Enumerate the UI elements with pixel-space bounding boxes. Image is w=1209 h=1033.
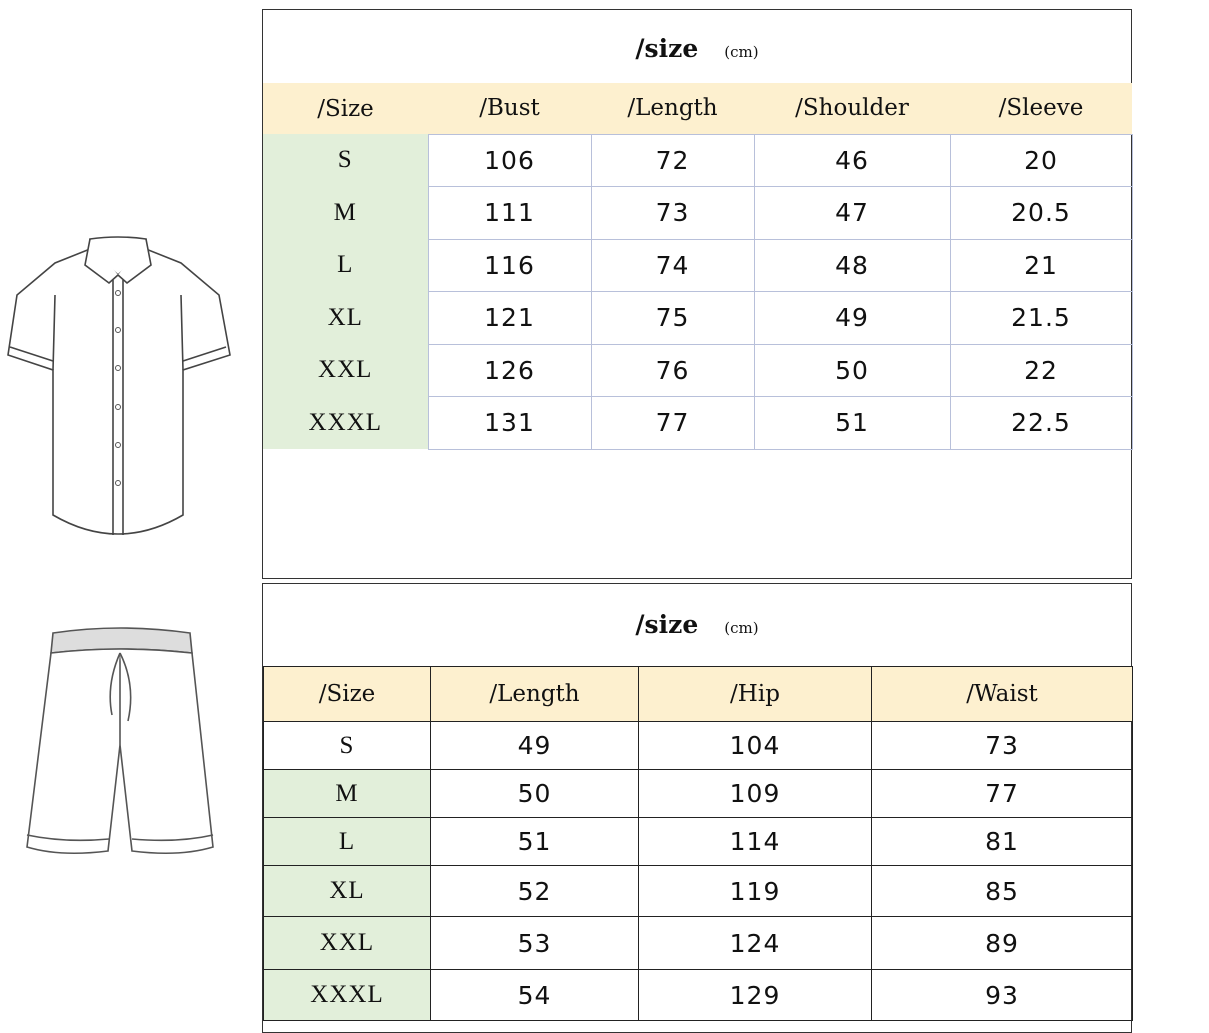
value-cell: 50 (753, 343, 951, 397)
value-cell: 75 (590, 291, 755, 345)
shorts-chart-title: /size (cm) (263, 610, 1131, 639)
value-cell: 52 (430, 865, 639, 917)
value-cell: 129 (638, 969, 872, 1021)
table-row: S 106 72 46 20 (263, 133, 1133, 187)
table-row: S 49 104 73 (263, 721, 1133, 770)
value-cell: 46 (753, 133, 951, 187)
table-row: M 111 73 47 20.5 (263, 186, 1133, 240)
table-row: XXL 53 124 89 (263, 916, 1133, 970)
size-cell: XL (263, 291, 428, 344)
column-header: /Size (263, 666, 431, 722)
value-cell: 85 (871, 865, 1133, 917)
size-cell: S (263, 721, 431, 770)
size-cell: S (263, 134, 428, 187)
value-cell: 74 (590, 238, 755, 292)
value-cell: 77 (590, 396, 755, 450)
value-cell: 76 (590, 343, 755, 397)
table-row: XXXL 131 77 51 22.5 (263, 396, 1133, 450)
column-header: /Waist (871, 666, 1133, 722)
column-header: /Length (591, 83, 754, 134)
shorts-size-table: /Size/Length/Hip/Waist S 49 104 73 M 50 109 77 L… (263, 666, 1133, 1021)
table-row: XXL 126 76 50 22 (263, 343, 1133, 397)
table-row: M 50 109 77 (263, 769, 1133, 818)
value-cell: 121 (427, 291, 592, 345)
size-cell: XL (263, 865, 431, 917)
column-header: /Size (263, 83, 428, 134)
header-row: /Size/Bust/Length/Shoulder/Sleeve (263, 83, 1132, 134)
table-row: XXXL 54 129 93 (263, 969, 1133, 1021)
value-cell: 81 (871, 817, 1133, 866)
column-header: /Hip (638, 666, 872, 722)
size-cell: L (263, 239, 428, 292)
size-cell: XXXL (263, 396, 428, 449)
value-cell: 111 (427, 186, 592, 240)
column-header: /Shoulder (754, 83, 950, 134)
value-cell: 20.5 (949, 186, 1133, 240)
value-cell: 89 (871, 916, 1133, 970)
value-cell: 53 (430, 916, 639, 970)
value-cell: 20 (949, 133, 1133, 187)
table-row: L 51 114 81 (263, 817, 1133, 866)
shorts-size-chart: /size (cm) /Size/Length/Hip/Waist S 49 104 7… (262, 583, 1133, 1033)
value-cell: 51 (430, 817, 639, 866)
value-cell: 73 (590, 186, 755, 240)
value-cell: 48 (753, 238, 951, 292)
value-cell: 119 (638, 865, 872, 917)
value-cell: 124 (638, 916, 872, 970)
value-cell: 22 (949, 343, 1133, 397)
size-cell: M (263, 769, 431, 818)
shirt-chart-title: /size (cm) (263, 34, 1131, 63)
value-cell: 49 (430, 721, 639, 770)
value-cell: 114 (638, 817, 872, 866)
value-cell: 73 (871, 721, 1133, 770)
value-cell: 22.5 (949, 396, 1133, 450)
value-cell: 54 (430, 969, 639, 1021)
shorts-illustration (26, 627, 214, 855)
title-text: /size (635, 34, 699, 63)
table-row: XL 52 119 85 (263, 865, 1133, 917)
column-header: /Sleeve (950, 83, 1132, 134)
value-cell: 109 (638, 769, 872, 818)
size-cell: M (263, 186, 428, 239)
size-cell: XXL (263, 916, 431, 970)
size-cell: XXXL (263, 969, 431, 1021)
value-cell: 106 (427, 133, 592, 187)
size-cell: L (263, 817, 431, 866)
value-cell: 116 (427, 238, 592, 292)
size-cell: XXL (263, 344, 428, 397)
table-row: XL 121 75 49 21.5 (263, 291, 1133, 345)
shirt-illustration (7, 236, 231, 535)
title-text: /size (635, 610, 699, 639)
column-header: /Bust (428, 83, 591, 134)
value-cell: 50 (430, 769, 639, 818)
header-row: /Size/Length/Hip/Waist (263, 666, 1133, 722)
value-cell: 21.5 (949, 291, 1133, 345)
value-cell: 49 (753, 291, 951, 345)
column-header: /Length (430, 666, 639, 722)
shirt-size-chart: /size (cm) /Size/Bust/Length/Shoulder/Sle… (262, 9, 1133, 579)
value-cell: 51 (753, 396, 951, 450)
value-cell: 21 (949, 238, 1133, 292)
value-cell: 104 (638, 721, 872, 770)
value-cell: 47 (753, 186, 951, 240)
value-cell: 77 (871, 769, 1133, 818)
value-cell: 93 (871, 969, 1133, 1021)
unit-label: (cm) (724, 619, 759, 637)
shirt-size-table: /Size/Bust/Length/Shoulder/Sleeve S 106 72… (263, 83, 1133, 450)
value-cell: 131 (427, 396, 592, 450)
table-row: L 116 74 48 21 (263, 238, 1133, 292)
unit-label: (cm) (724, 43, 759, 61)
value-cell: 126 (427, 343, 592, 397)
value-cell: 72 (590, 133, 755, 187)
